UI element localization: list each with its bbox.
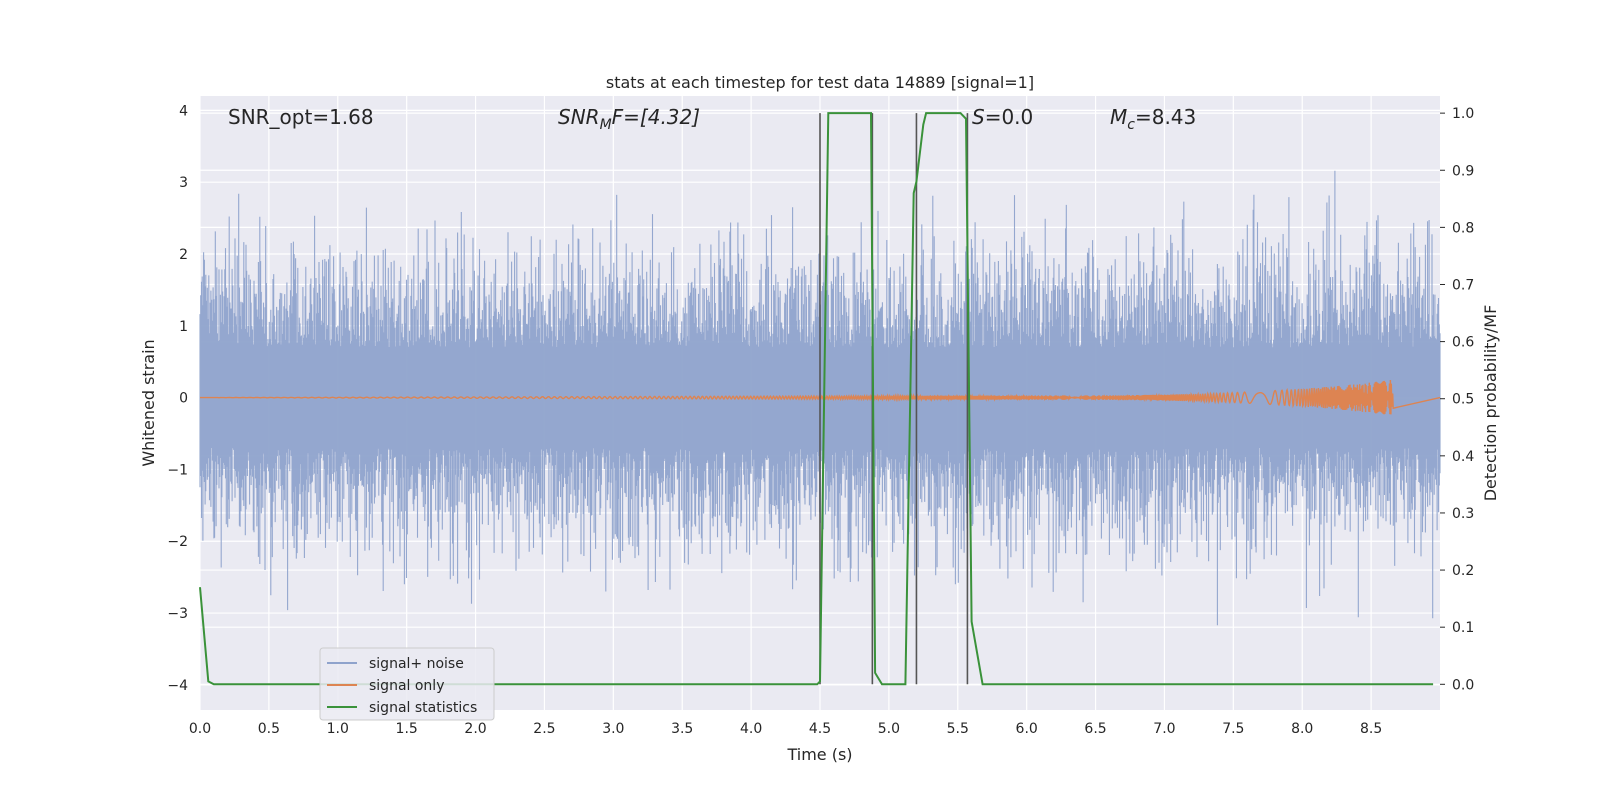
- y-right-tick-label: 0.7: [1452, 277, 1474, 293]
- y-right-tick-label: 0.9: [1452, 163, 1474, 179]
- annotation-snr-opt: SNR_opt=1.68: [228, 105, 374, 129]
- y-right-tick-label: 0.1: [1452, 620, 1474, 636]
- y-right-tick-label: 0.6: [1452, 335, 1474, 351]
- x-tick-label: 0.5: [258, 721, 280, 737]
- x-tick-label: 8.5: [1360, 721, 1382, 737]
- y-right-axis-ticks: 1.0 0.9 0.8 0.7 0.6 0.5 0.4 0.3 0.2 0.1 0.0: [1440, 106, 1474, 693]
- signal-statistics-line: [199, 112, 1434, 686]
- y-left-tick-label: 3: [179, 175, 188, 191]
- x-tick-label: 3.5: [671, 721, 693, 737]
- y-right-tick-label: 0.3: [1452, 506, 1474, 522]
- annotation-snr-mf: SNRMF=[4.32]: [558, 105, 700, 133]
- s-var: S: [972, 105, 985, 129]
- y-left-tick-label: −4: [167, 678, 188, 694]
- series-signal-statistics: [199, 112, 1434, 686]
- x-tick-label: 8.0: [1291, 721, 1313, 737]
- y-right-tick-label: 0.2: [1452, 563, 1474, 579]
- x-tick-label: 4.5: [809, 721, 831, 737]
- y-left-tick-label: −2: [167, 534, 188, 550]
- y-right-tick-label: 0.0: [1452, 677, 1474, 693]
- x-tick-label: 5.5: [947, 721, 969, 737]
- x-tick-label: 4.0: [740, 721, 762, 737]
- annotation-mc: Mc=8.43: [1110, 105, 1196, 133]
- y-left-axis-ticks: 4 3 2 1 0 −1 −2 −3 −4: [167, 103, 188, 694]
- legend: signal+ noise signal only signal statist…: [319, 647, 495, 721]
- mc-val: =8.43: [1135, 105, 1196, 129]
- legend-label-signal-noise: signal+ noise: [369, 656, 464, 672]
- y-left-tick-label: 4: [179, 103, 188, 119]
- y-left-tick-label: −3: [167, 606, 188, 622]
- x-tick-label: 6.5: [1084, 721, 1106, 737]
- signal-only-line: [200, 379, 1441, 415]
- y-right-axis-label: Detection probability/MF: [1481, 305, 1500, 502]
- y-left-axis-label: Whitened strain: [139, 339, 158, 466]
- y-right-tick-label: 1.0: [1452, 106, 1474, 122]
- snr-mf-tail: F=[4.32]: [612, 105, 700, 129]
- legend-label-signal-statistics: signal statistics: [369, 700, 477, 716]
- x-tick-label: 1.5: [396, 721, 418, 737]
- x-tick-label: 6.0: [1016, 721, 1038, 737]
- legend-label-signal-only: signal only: [369, 678, 444, 694]
- x-tick-label: 0.0: [189, 721, 211, 737]
- x-axis-ticks: 0.0 0.5 1.0 1.5 2.0 2.5 3.0 3.5 4.0 4.5 5.0 5.5 6.0 6…: [189, 721, 1382, 737]
- y-left-tick-label: 2: [179, 247, 188, 263]
- snr-mf-base: SNR: [558, 105, 600, 129]
- s-val: =0.0: [985, 105, 1034, 129]
- snr-mf-sub: M: [600, 117, 612, 133]
- mc-var: M: [1110, 105, 1127, 129]
- y-right-tick-label: 0.8: [1452, 220, 1474, 236]
- y-left-tick-label: −1: [167, 462, 188, 478]
- x-tick-label: 5.0: [878, 721, 900, 737]
- x-tick-label: 2.0: [464, 721, 486, 737]
- x-tick-label: 2.5: [533, 721, 555, 737]
- x-tick-label: 7.5: [1222, 721, 1244, 737]
- x-axis-label: Time (s): [786, 745, 852, 764]
- y-left-tick-label: 1: [179, 319, 188, 335]
- chart-title: stats at each timestep for test data 148…: [606, 73, 1034, 92]
- annotation-s: S=0.0: [972, 105, 1033, 129]
- x-tick-label: 1.0: [327, 721, 349, 737]
- x-tick-label: 3.0: [602, 721, 624, 737]
- y-right-tick-label: 0.4: [1452, 449, 1474, 465]
- x-tick-label: 7.0: [1153, 721, 1175, 737]
- y-right-tick-label: 0.5: [1452, 392, 1474, 408]
- mc-sub: c: [1127, 117, 1135, 133]
- y-left-tick-label: 0: [179, 391, 188, 407]
- series-signal-only: [200, 379, 1441, 415]
- legend-box: [319, 647, 495, 721]
